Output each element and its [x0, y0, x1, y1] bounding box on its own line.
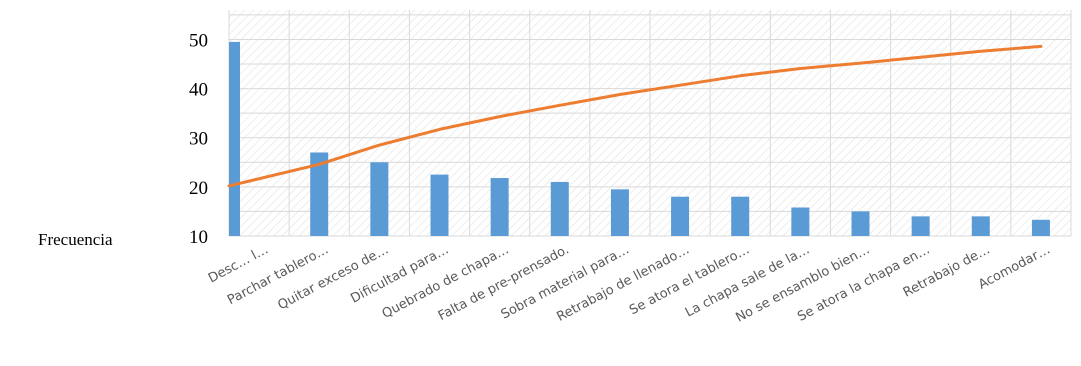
- y-tick-label: 40: [189, 80, 208, 101]
- cumulative-line: [227, 44, 1043, 188]
- y-tick-label: 10: [189, 227, 208, 248]
- bar: [430, 174, 449, 236]
- bar: [971, 216, 990, 236]
- bar: [229, 41, 240, 236]
- x-tick-label: Quitar exceso de…: [275, 242, 391, 313]
- bar: [490, 178, 509, 236]
- y-axis-label: Frecuencia: [38, 230, 113, 249]
- bar: [791, 207, 810, 236]
- x-axis-ticks: Desc… l…Parchar tablero…Quitar exceso de…: [206, 242, 1053, 325]
- bar: [671, 196, 690, 236]
- bar: [731, 196, 750, 236]
- bar: [1031, 219, 1050, 236]
- bar: [911, 216, 930, 236]
- bar-series: [229, 41, 1050, 236]
- y-axis-ticks: 10 20 30 40 50: [189, 30, 208, 248]
- bar: [550, 181, 569, 236]
- bar: [310, 152, 329, 236]
- bar: [610, 189, 629, 236]
- y-tick-label: 20: [189, 178, 208, 199]
- bar: [851, 211, 870, 236]
- bar: [370, 162, 389, 236]
- y-tick-label: 50: [189, 30, 208, 51]
- y-tick-label: 30: [189, 129, 208, 150]
